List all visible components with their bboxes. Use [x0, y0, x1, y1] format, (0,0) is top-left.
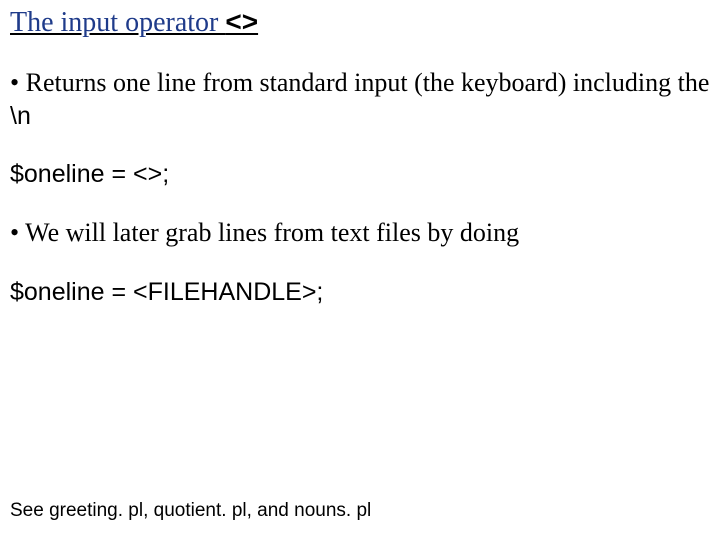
footer-note: See greeting. pl, quotient. pl, and noun… [10, 500, 371, 522]
title-text: The input operator [10, 7, 225, 38]
code-line-2: $oneline = <FILEHANDLE>; [10, 278, 710, 307]
code-line-1: $oneline = <>; [10, 160, 710, 189]
bullet-1-code: \n [10, 102, 31, 130]
bullet-2: • We will later grab lines from text fil… [10, 217, 710, 250]
bullet-1-text: • Returns one line from standard input (… [10, 68, 709, 97]
bullet-1: • Returns one line from standard input (… [10, 67, 710, 132]
title-operator: <> [225, 6, 258, 37]
slide-title: The input operator <> [10, 6, 710, 39]
